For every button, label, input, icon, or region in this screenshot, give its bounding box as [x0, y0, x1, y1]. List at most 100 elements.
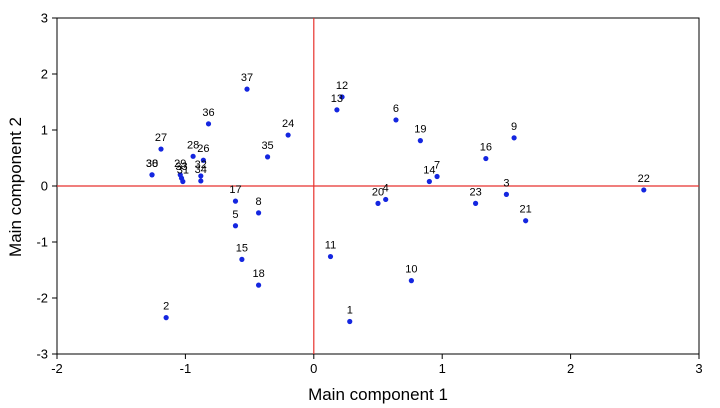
point-label: 16 — [480, 142, 492, 154]
point-marker — [641, 187, 647, 193]
point-marker — [178, 175, 185, 181]
point-label: 5 — [232, 209, 238, 221]
data-point-27: 27 — [155, 132, 167, 152]
point-marker — [149, 172, 155, 178]
x-tick-label: 1 — [439, 361, 446, 376]
point-label: 22 — [638, 173, 650, 185]
point-marker — [190, 153, 196, 159]
data-point-30: 30 — [146, 158, 158, 178]
point-label: 8 — [256, 196, 262, 208]
point-marker — [232, 198, 239, 204]
point-label: 29 — [174, 158, 186, 170]
point-marker — [200, 157, 206, 163]
point-label: 27 — [155, 132, 167, 144]
data-point-20: 20 — [372, 186, 384, 206]
data-point-6: 6 — [393, 103, 399, 123]
point-label: 12 — [336, 80, 348, 92]
data-point-17: 17 — [229, 184, 242, 204]
x-tick-label: -2 — [51, 361, 63, 376]
point-label: 9 — [511, 121, 517, 133]
point-label: 2 — [163, 301, 169, 313]
point-label: 32 — [195, 159, 207, 171]
data-point-5: 5 — [232, 209, 239, 229]
data-point-13: 13 — [331, 93, 343, 113]
data-point-23: 23 — [469, 186, 482, 206]
data-point-34: 34 — [195, 164, 207, 184]
y-tick-label: 3 — [41, 11, 48, 26]
data-point-1: 1 — [347, 305, 353, 325]
point-label: 38 — [146, 158, 158, 170]
data-point-28: 28 — [187, 139, 199, 159]
x-tick-label: 2 — [567, 361, 574, 376]
point-marker — [232, 223, 239, 229]
point-marker — [417, 138, 423, 144]
data-point-35: 35 — [261, 140, 274, 160]
point-marker — [264, 154, 271, 160]
point-label: 11 — [325, 240, 336, 252]
point-label: 3 — [503, 177, 509, 189]
point-label: 21 — [520, 204, 532, 216]
y-tick-label: 1 — [41, 123, 48, 138]
data-point-7: 7 — [434, 159, 440, 180]
data-point-19: 19 — [414, 124, 426, 144]
point-marker — [383, 196, 389, 203]
x-axis-title: Main component 1 — [308, 385, 448, 404]
data-point-36: 36 — [202, 107, 215, 127]
data-point-9: 9 — [511, 121, 517, 141]
data-point-31: 31 — [177, 165, 189, 185]
reference-lines — [57, 18, 699, 354]
data-point-24: 24 — [282, 118, 294, 138]
point-label: 15 — [236, 242, 248, 254]
point-marker — [198, 178, 204, 184]
point-label: 33 — [175, 161, 187, 173]
point-label: 31 — [177, 165, 189, 177]
point-label: 30 — [146, 158, 158, 170]
point-label: 37 — [241, 72, 253, 84]
x-tick-label: 3 — [695, 361, 702, 376]
data-point-33: 33 — [175, 161, 188, 181]
data-point-32: 32 — [195, 159, 207, 179]
data-point-18: 18 — [252, 268, 265, 288]
point-label: 34 — [195, 164, 207, 176]
data-point-22: 22 — [638, 173, 650, 193]
data-points: 1234567891011121314151617181920212223242… — [146, 72, 650, 325]
y-tick-label: 2 — [41, 67, 48, 82]
point-label: 28 — [187, 139, 199, 151]
point-marker — [434, 173, 440, 180]
point-label: 7 — [434, 159, 440, 171]
point-marker — [511, 135, 517, 141]
data-point-3: 3 — [503, 177, 509, 197]
point-label: 14 — [423, 165, 435, 177]
y-axis-ticks: -3 -2 -1 0 1 2 3 — [36, 11, 57, 362]
point-label: 20 — [372, 186, 384, 198]
data-point-26: 26 — [197, 143, 210, 163]
data-point-21: 21 — [520, 204, 532, 224]
point-marker — [426, 178, 432, 185]
y-tick-label: -1 — [36, 235, 48, 250]
data-point-14: 14 — [423, 165, 435, 185]
point-marker — [327, 253, 334, 260]
data-point-12: 12 — [336, 80, 348, 100]
data-point-8: 8 — [256, 196, 262, 216]
point-marker — [334, 107, 340, 113]
point-label: 1 — [347, 305, 353, 317]
point-label: 19 — [414, 124, 426, 136]
point-label: 13 — [331, 93, 343, 105]
point-marker — [347, 318, 353, 325]
point-marker — [163, 315, 169, 321]
point-label: 17 — [229, 184, 241, 196]
data-point-16: 16 — [480, 142, 492, 162]
point-marker — [408, 278, 414, 284]
y-tick-label: -3 — [36, 347, 48, 362]
point-marker — [255, 282, 262, 288]
data-point-37: 37 — [241, 72, 253, 92]
point-marker — [205, 121, 212, 127]
data-point-15: 15 — [236, 242, 248, 262]
data-point-4: 4 — [383, 182, 389, 203]
point-label: 23 — [469, 186, 481, 198]
point-marker — [239, 256, 245, 262]
point-marker — [339, 94, 345, 100]
data-point-11: 11 — [325, 240, 336, 260]
y-tick-label: 0 — [41, 179, 48, 194]
point-label: 10 — [405, 264, 417, 276]
